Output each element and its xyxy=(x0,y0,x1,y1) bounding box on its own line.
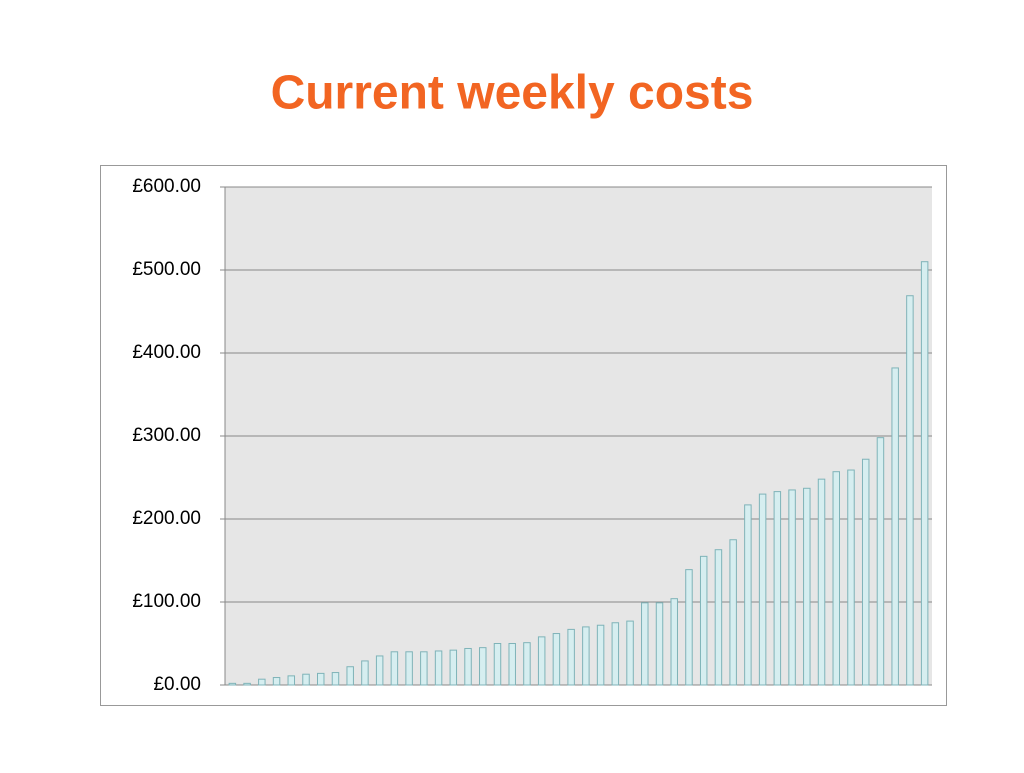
bar xyxy=(346,666,354,686)
y-tick-label: £100.00 xyxy=(132,591,201,612)
bar xyxy=(287,675,296,686)
bar xyxy=(803,487,811,686)
bar xyxy=(920,261,929,686)
bar xyxy=(641,602,649,686)
bar xyxy=(523,642,531,686)
bar xyxy=(582,626,590,686)
bar xyxy=(302,673,310,686)
bar xyxy=(479,647,487,686)
bar xyxy=(449,649,458,686)
bar xyxy=(832,471,841,686)
bar xyxy=(434,650,443,686)
bar xyxy=(788,489,796,686)
y-tick-label: £400.00 xyxy=(132,342,201,363)
bar xyxy=(316,672,325,686)
bar xyxy=(699,555,708,686)
bar xyxy=(508,643,516,686)
bar xyxy=(331,672,340,686)
bar xyxy=(847,469,855,686)
bar xyxy=(626,620,634,686)
y-tick-label: £0.00 xyxy=(153,674,201,695)
bar xyxy=(390,651,399,686)
y-tick-label: £300.00 xyxy=(132,425,201,446)
chart-title: Current weekly costs xyxy=(271,67,754,120)
bar xyxy=(258,678,266,686)
bar xyxy=(552,633,561,686)
bar xyxy=(744,504,752,686)
bar xyxy=(272,677,281,686)
bar xyxy=(906,295,914,686)
bar xyxy=(876,437,885,686)
bar xyxy=(729,539,737,686)
bar xyxy=(655,602,664,686)
bar xyxy=(405,651,413,686)
bar xyxy=(596,624,605,686)
bar xyxy=(611,622,620,686)
bar xyxy=(670,598,678,686)
y-tick-label: £600.00 xyxy=(132,176,201,197)
bar xyxy=(891,367,899,686)
y-tick-label: £500.00 xyxy=(132,259,201,280)
bar xyxy=(861,458,870,686)
bar xyxy=(375,655,384,686)
bar xyxy=(420,651,428,686)
bar xyxy=(464,647,472,686)
bar xyxy=(361,660,369,686)
bar xyxy=(773,491,782,686)
bar xyxy=(493,643,502,686)
bar xyxy=(567,628,575,686)
bar xyxy=(685,569,693,686)
bar xyxy=(243,682,251,686)
bar xyxy=(817,478,826,686)
bar xyxy=(537,636,546,686)
bar xyxy=(758,493,767,686)
y-tick-label: £200.00 xyxy=(132,508,201,529)
bar xyxy=(228,682,237,686)
bar xyxy=(714,549,723,686)
